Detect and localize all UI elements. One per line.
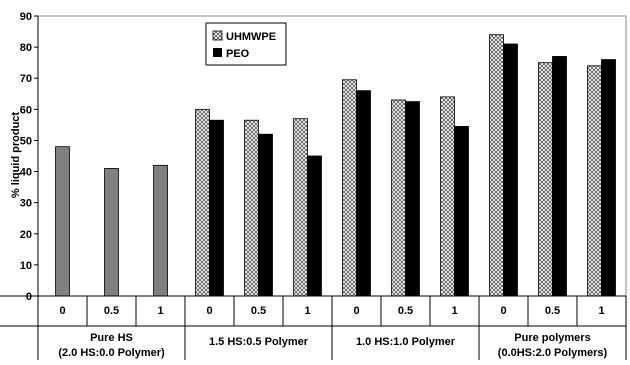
group-label: 1.0 HS:1.0 Polymer [356, 336, 456, 348]
y-tick-label: 70 [20, 73, 32, 85]
bar-uhmwpe [195, 108, 210, 297]
legend-swatch-peo [213, 48, 222, 57]
x-tick-label: 0 [500, 305, 506, 317]
bar-peo [307, 155, 322, 297]
bar-peo [356, 90, 371, 297]
x-tick-label: 0.5 [251, 305, 266, 317]
bar-peo [405, 101, 420, 297]
bar-uhmwpe [489, 34, 504, 297]
y-tick-label: 20 [20, 229, 32, 241]
bar-peo [552, 56, 567, 297]
y-tick-label: 90 [20, 11, 32, 23]
y-tick-label: 60 [20, 104, 32, 116]
group-sublabel: (0.0HS:2.0 Polymers) [498, 347, 608, 359]
group-label: 1.5 HS:0.5 Polymer [209, 336, 309, 348]
y-axis-label: % liquid product [10, 112, 22, 198]
y-tick-label: 10 [20, 260, 32, 272]
x-tick-label: 0.5 [398, 305, 413, 317]
x-tick-label: 1 [598, 305, 604, 317]
legend-label-uhmwpe: UHMWPE [226, 31, 276, 43]
legend: UHMWPE PEO [205, 22, 287, 66]
x-tick-label: 0.5 [545, 305, 560, 317]
bar-uhmwpe [244, 119, 259, 297]
bar-peo [601, 59, 616, 297]
bar-uhmwpe [293, 118, 308, 297]
x-tick-label: 0 [59, 305, 65, 317]
bar-uhmwpe [342, 79, 357, 297]
bar-peo [209, 119, 224, 297]
group-sublabel: (2.0 HS:0.0 Polymer) [58, 347, 165, 359]
legend-swatch-uhmwpe [212, 30, 223, 41]
x-tick-label: 1 [451, 305, 457, 317]
y-tick-label: 30 [20, 198, 32, 210]
x-tick-label: 1 [304, 305, 310, 317]
bar-uhmwpe [391, 99, 406, 297]
legend-box [205, 22, 287, 66]
group-label: Pure polymers [514, 332, 590, 344]
bar-pure-hs [153, 164, 168, 297]
x-tick-label: 1 [157, 305, 163, 317]
y-tick-label: 40 [20, 167, 32, 179]
x-tick-label: 0 [206, 305, 212, 317]
bar-pure-hs [104, 168, 119, 297]
bar-peo [258, 133, 273, 297]
y-tick-label: 50 [20, 135, 32, 147]
plot-frame [37, 15, 627, 297]
y-tick-label: 0 [26, 291, 32, 303]
bar-uhmwpe [538, 62, 553, 297]
x-tick-label: 0.5 [104, 305, 119, 317]
x-tick-label: 0 [353, 305, 359, 317]
bar-uhmwpe [440, 96, 455, 297]
bar-uhmwpe [587, 65, 602, 297]
legend-label-peo: PEO [226, 48, 250, 60]
group-label: Pure HS [90, 332, 133, 344]
bar-peo [503, 43, 518, 297]
bar-pure-hs [55, 146, 70, 297]
bar-peo [454, 126, 469, 297]
y-tick-label: 80 [20, 42, 32, 54]
